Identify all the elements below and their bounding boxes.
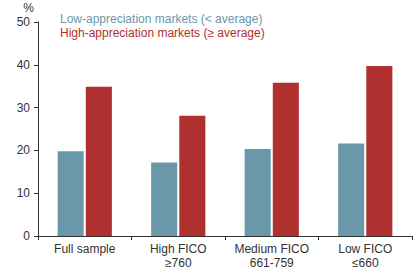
svg-text:661-759: 661-759 [250, 256, 294, 270]
svg-text:0: 0 [23, 229, 30, 243]
svg-text:High-appreciation markets (≥ a: High-appreciation markets (≥ average) [60, 26, 265, 40]
svg-text:40: 40 [17, 58, 31, 72]
svg-text:Full sample: Full sample [54, 242, 116, 256]
svg-text:High FICO: High FICO [150, 242, 207, 256]
svg-text:≥760: ≥760 [165, 256, 192, 270]
svg-text:Low FICO: Low FICO [338, 242, 392, 256]
svg-text:30: 30 [17, 101, 31, 115]
svg-text:50: 50 [17, 15, 31, 29]
svg-text:%: % [23, 1, 34, 15]
svg-text:10: 10 [17, 186, 31, 200]
svg-text:≤660: ≤660 [352, 256, 379, 270]
svg-text:Low-appreciation markets (< av: Low-appreciation markets (< average) [60, 12, 262, 26]
svg-text:20: 20 [17, 143, 31, 157]
svg-text:Medium FICO: Medium FICO [234, 242, 309, 256]
